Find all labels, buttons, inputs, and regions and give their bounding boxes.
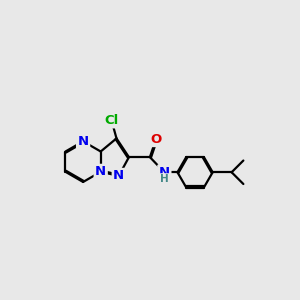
Text: O: O [150, 133, 162, 146]
Text: N: N [95, 165, 106, 178]
Text: N: N [77, 135, 89, 148]
Text: Cl: Cl [104, 114, 119, 127]
Text: H: H [160, 174, 169, 184]
Text: N: N [159, 166, 170, 179]
Text: N: N [113, 169, 124, 182]
